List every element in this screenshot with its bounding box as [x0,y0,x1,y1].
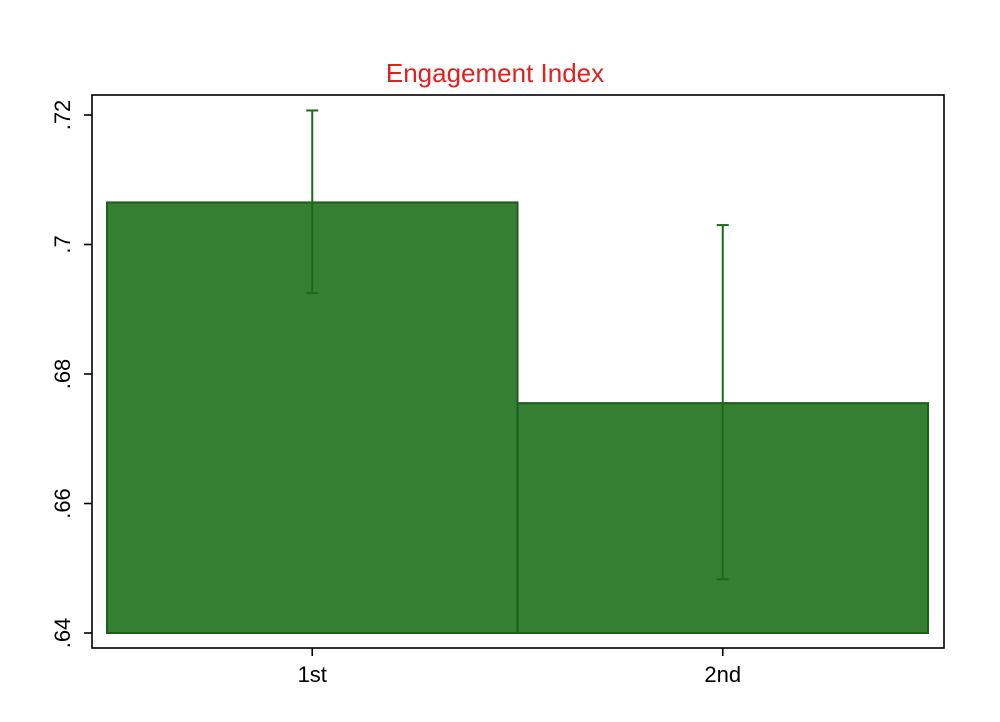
plot-area: .64 .66 .68 .7 .72 1st 2nd [50,94,945,687]
chart-title: Engagement Index [386,58,604,88]
x-tick-label: 1st [298,662,327,687]
y-tick-label: .64 [50,618,75,649]
x-tick-label: 2nd [704,662,741,687]
y-tick-label: .66 [50,488,75,519]
y-tick-label: .68 [50,359,75,390]
y-tick-label: .72 [50,100,75,131]
y-tick-label: .7 [50,235,75,253]
plot-frame [91,94,945,649]
